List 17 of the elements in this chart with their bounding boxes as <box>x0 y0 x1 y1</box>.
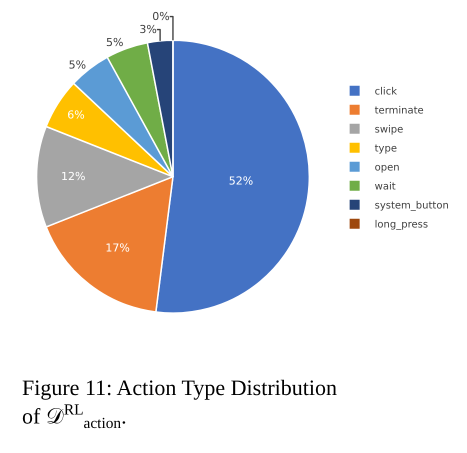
legend-label: swipe <box>374 124 404 136</box>
data-label: 6% <box>67 108 85 122</box>
text: 0% <box>152 10 170 24</box>
data-label: 5% <box>106 36 124 50</box>
legend-label: system_button <box>374 200 449 212</box>
legend-label: long_press <box>374 220 428 231</box>
data-label: 5% <box>68 58 86 72</box>
legend-label: wait <box>374 182 396 193</box>
legend-label: type <box>374 144 397 155</box>
data-label: 17% <box>105 242 130 255</box>
legend-label: click <box>374 86 398 98</box>
caption: Figure 11: Action Type Distribution of 𝒟$^{RL}$$_{action}$. <box>22 375 338 432</box>
data-label: 12% <box>61 170 86 184</box>
legend-label: terminate <box>374 106 424 117</box>
data-label: 52% <box>228 174 254 188</box>
legend-label: open <box>374 162 400 174</box>
data-label: 3% <box>139 23 157 36</box>
